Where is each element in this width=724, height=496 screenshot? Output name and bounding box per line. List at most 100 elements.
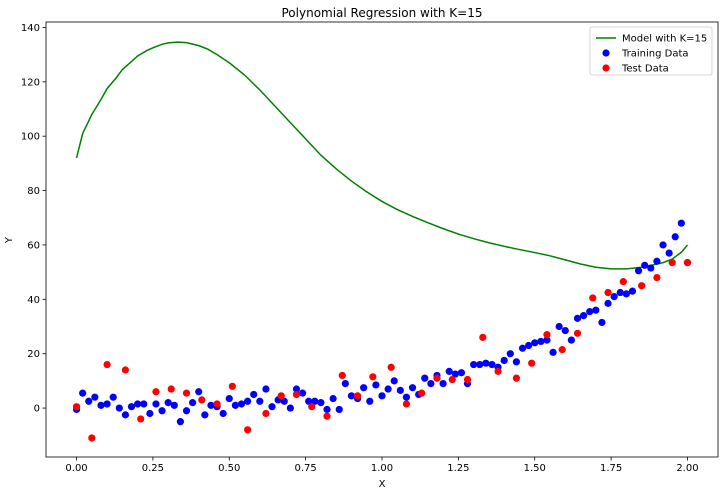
x-tick-label: 1.50 xyxy=(524,463,546,474)
y-tick-label: 120 xyxy=(21,77,40,88)
point-training-data xyxy=(250,390,258,399)
point-test-data xyxy=(88,434,96,442)
point-training-data xyxy=(622,290,630,298)
point-training-data xyxy=(237,400,246,408)
point-training-data xyxy=(91,393,99,401)
point-training-data xyxy=(134,400,142,408)
point-test-data xyxy=(512,374,521,382)
point-training-data xyxy=(341,379,349,388)
point-training-data xyxy=(201,411,209,419)
point-test-data xyxy=(228,382,236,390)
point-training-data xyxy=(176,418,184,426)
point-test-data xyxy=(479,333,487,341)
point-test-data xyxy=(494,367,502,375)
plot-area: 0.00 0.25 0.50 0.75 1.00 1.25 1.50 1.75 2.00 0 20 4… xyxy=(21,21,719,474)
point-training-data xyxy=(549,348,557,356)
point-training-data xyxy=(451,370,459,378)
point-training-data xyxy=(311,397,319,405)
point-training-data xyxy=(653,257,661,265)
point-training-data xyxy=(506,350,514,358)
point-test-data xyxy=(182,389,191,397)
point-training-data xyxy=(347,392,356,400)
series-group xyxy=(72,41,692,442)
chart-title: Polynomial Regression with K=15 xyxy=(282,6,483,20)
x-tick-label: 1.75 xyxy=(600,463,622,474)
point-training-data xyxy=(305,397,313,405)
point-test-data xyxy=(152,388,160,396)
point-training-data xyxy=(500,356,508,365)
point-training-data xyxy=(372,381,380,389)
point-training-data xyxy=(335,405,343,414)
point-test-data xyxy=(668,259,676,267)
point-training-data xyxy=(103,400,111,408)
point-training-data xyxy=(109,393,117,401)
point-training-data xyxy=(543,336,551,344)
point-training-data xyxy=(634,267,643,275)
x-tick-label: 1.00 xyxy=(371,463,393,474)
point-test-data xyxy=(369,373,377,381)
point-test-data xyxy=(463,375,472,384)
point-training-data xyxy=(366,397,374,405)
point-test-data xyxy=(338,371,346,380)
point-test-data xyxy=(167,385,175,393)
point-training-data xyxy=(641,261,649,269)
point-training-data xyxy=(616,288,624,297)
point-training-data xyxy=(121,411,130,419)
point-training-data xyxy=(671,233,679,241)
point-training-data xyxy=(408,384,417,392)
point-test-data xyxy=(387,363,395,371)
point-test-data xyxy=(558,346,566,354)
point-training-data xyxy=(537,337,545,346)
point-training-data xyxy=(482,359,490,367)
point-training-data xyxy=(555,322,563,331)
legend-swatch-training-data xyxy=(602,49,610,57)
point-training-data xyxy=(158,407,166,415)
point-training-data xyxy=(677,219,685,227)
point-training-data xyxy=(146,409,154,418)
point-training-data xyxy=(573,314,582,322)
point-test-data xyxy=(277,392,285,400)
point-training-data xyxy=(402,393,411,401)
point-training-data xyxy=(561,326,569,335)
axes-frame xyxy=(45,21,719,458)
point-test-data xyxy=(653,273,661,282)
legend-label-test-data: Test Data xyxy=(621,64,669,75)
point-test-data xyxy=(353,392,362,400)
point-training-data xyxy=(647,264,655,272)
x-tick-label: 1.25 xyxy=(447,463,469,474)
x-tick-label: 0.75 xyxy=(295,463,317,474)
point-test-data xyxy=(573,329,582,337)
y-tick-label: 140 xyxy=(21,23,40,34)
point-training-data xyxy=(207,401,215,409)
point-test-data xyxy=(638,282,646,290)
point-training-data xyxy=(586,307,594,316)
point-test-data xyxy=(213,400,221,408)
point-training-data xyxy=(262,385,270,393)
point-training-data xyxy=(525,341,533,350)
y-tick-label: 100 xyxy=(21,132,40,143)
point-training-data xyxy=(268,403,276,411)
point-test-data xyxy=(103,360,111,369)
point-training-data xyxy=(219,409,227,418)
point-training-data xyxy=(567,336,575,344)
point-test-data xyxy=(543,331,551,339)
point-test-data xyxy=(402,400,411,408)
point-training-data xyxy=(182,407,191,415)
point-training-data xyxy=(470,360,478,369)
point-training-data xyxy=(476,360,484,369)
legend-label-training-data: Training Data xyxy=(621,49,689,60)
point-training-data xyxy=(79,389,87,397)
point-test-data xyxy=(262,409,270,418)
point-training-data xyxy=(195,388,203,396)
point-test-data xyxy=(418,389,426,397)
point-training-data xyxy=(286,404,294,412)
y-tick-label: 0 xyxy=(34,404,40,415)
point-training-data xyxy=(378,392,386,400)
point-training-data xyxy=(531,339,539,347)
y-tick-label: 40 xyxy=(27,295,40,306)
point-test-data xyxy=(528,359,536,367)
point-test-data xyxy=(448,375,456,384)
x-tick-label: 0.00 xyxy=(65,463,87,474)
y-tick-label: 80 xyxy=(27,186,40,197)
